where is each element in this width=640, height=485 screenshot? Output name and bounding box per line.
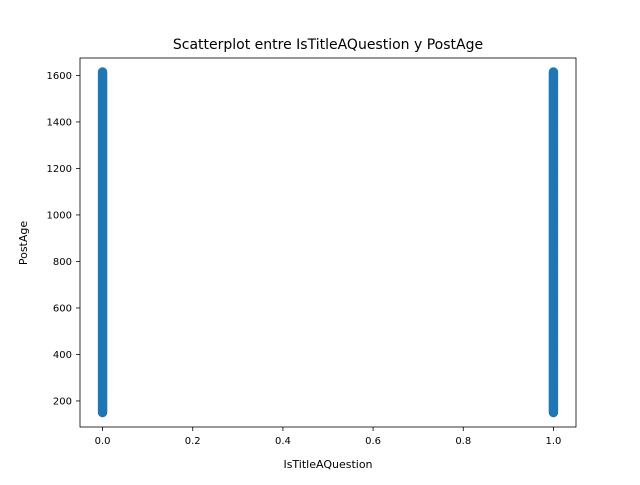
x-axis-label: IsTitleAQuestion <box>283 458 372 471</box>
plot-frame <box>79 57 577 428</box>
y-tick-label: 1400 <box>47 117 72 128</box>
x-tick-label: 0.0 <box>95 436 111 447</box>
x-tick-label: 0.6 <box>365 436 381 447</box>
data-point <box>548 67 559 77</box>
y-axis-ticks: 200 400 600 800 1000 1200 1400 1600 <box>47 71 80 407</box>
y-tick-label: 1200 <box>47 164 72 175</box>
y-tick-label: 1000 <box>47 210 72 221</box>
x-tick-label: 0.4 <box>275 436 291 447</box>
y-tick-label: 800 <box>53 257 72 268</box>
data-point <box>97 67 108 77</box>
y-tick-label: 400 <box>53 350 72 361</box>
chart-title: Scatterplot entre IsTitleAQuestion y Pos… <box>173 37 483 53</box>
y-tick-label: 600 <box>53 303 72 314</box>
y-axis-label: PostAge <box>17 221 30 266</box>
x-tick-label: 0.2 <box>185 436 201 447</box>
y-tick-label: 1600 <box>47 71 72 82</box>
y-tick-label: 200 <box>53 396 72 407</box>
x-axis-ticks: 0.0 0.2 0.4 0.6 0.8 1.0 <box>95 427 562 447</box>
x-tick-label: 0.8 <box>455 436 471 447</box>
data-points <box>97 67 559 418</box>
x-tick-label: 1.0 <box>546 436 562 447</box>
